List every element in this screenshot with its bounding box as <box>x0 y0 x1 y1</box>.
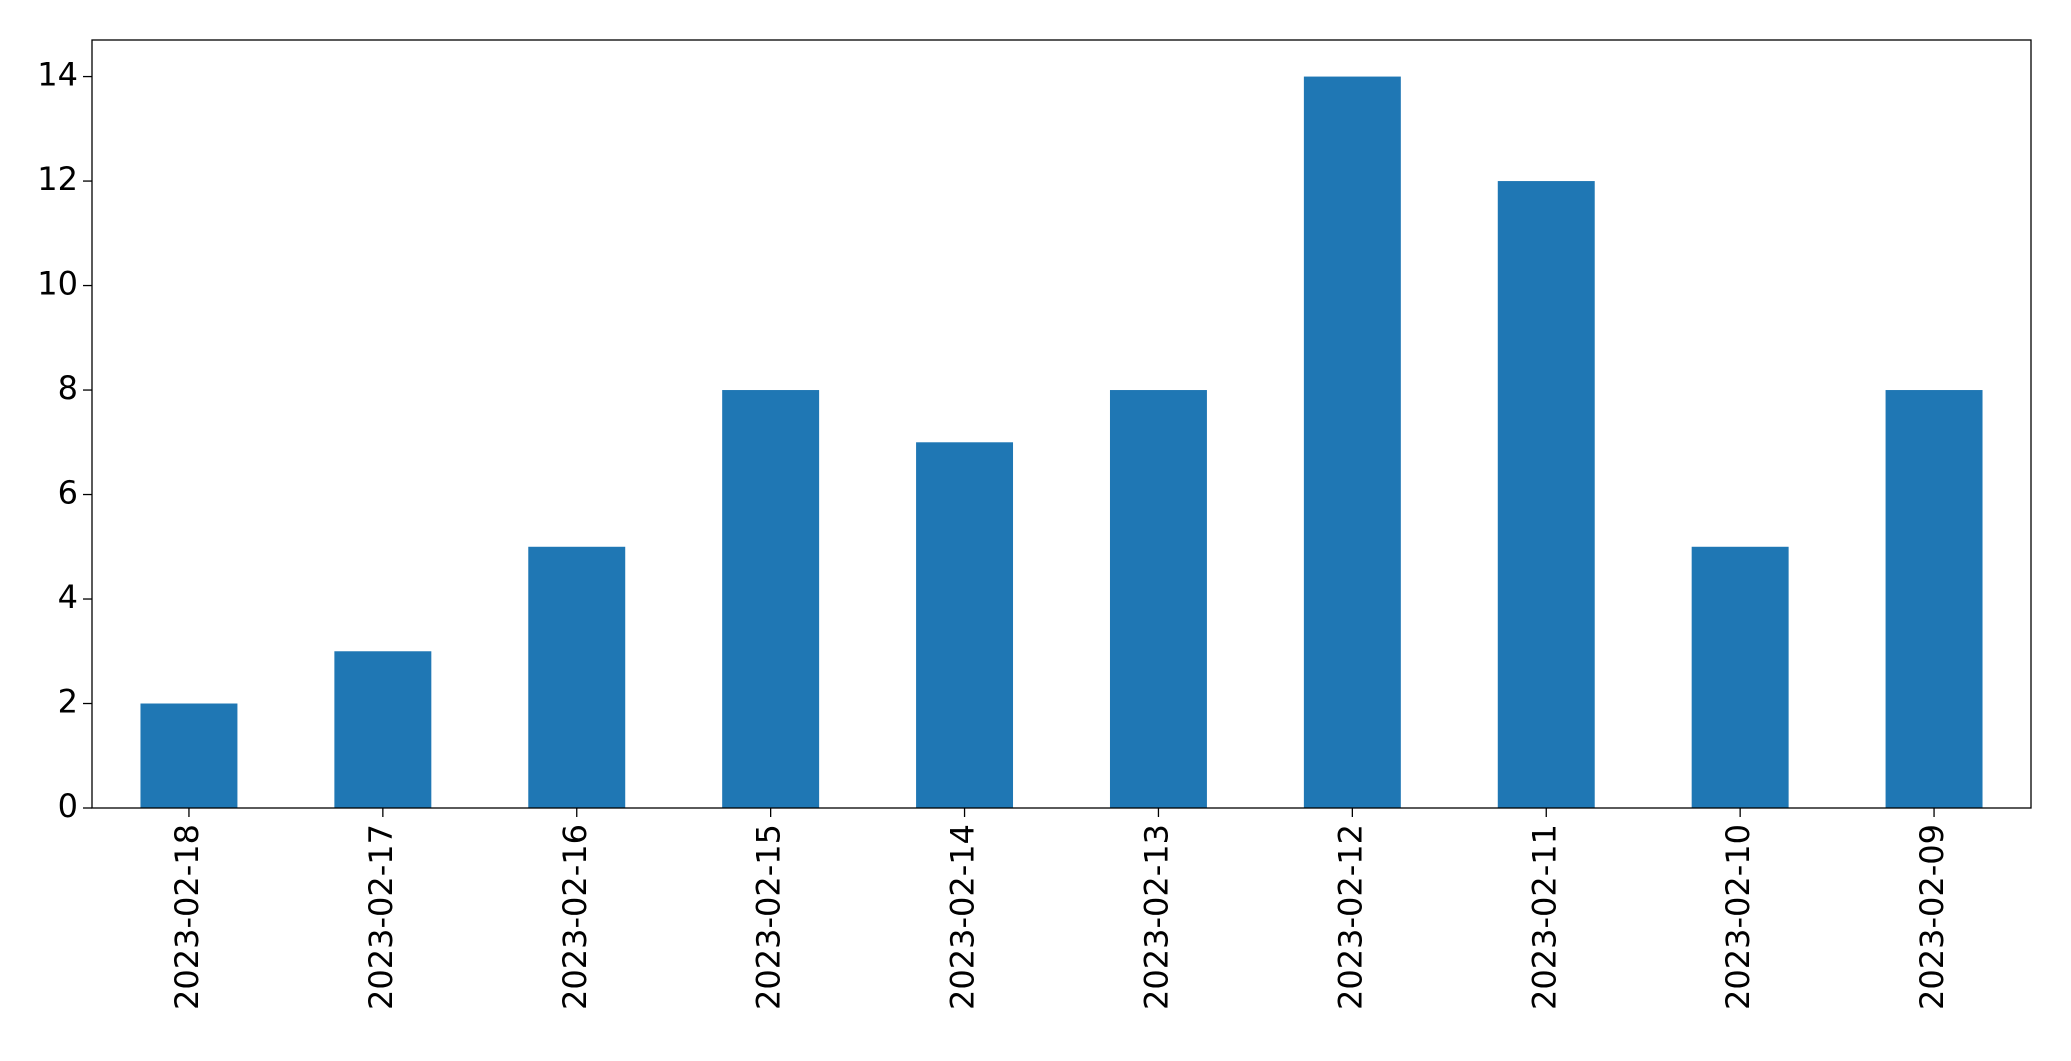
bar <box>1303 76 1401 809</box>
bar <box>722 390 820 808</box>
x-tick-label: 2023-02-09 <box>1913 824 1951 1010</box>
bar <box>1691 546 1789 808</box>
y-tick-label: 10 <box>37 265 78 303</box>
plot-frame <box>91 39 2032 809</box>
x-tick-label: 2023-02-11 <box>1525 824 1563 1010</box>
y-tick-label: 12 <box>37 160 78 198</box>
bar <box>528 546 626 808</box>
y-tick-label: 2 <box>58 683 78 721</box>
x-tick-label: 2023-02-17 <box>362 824 400 1010</box>
bar <box>916 442 1014 808</box>
x-tick-label: 2023-02-10 <box>1719 824 1757 1010</box>
bar <box>1109 390 1207 808</box>
bar <box>1497 181 1595 808</box>
x-tick-label: 2023-02-16 <box>556 824 594 1010</box>
y-tick-label: 4 <box>58 578 78 616</box>
y-tick-label: 0 <box>58 787 78 825</box>
x-tick-label: 2023-02-15 <box>750 824 788 1010</box>
bar <box>334 651 432 808</box>
bar <box>140 703 238 808</box>
x-tick-label: 2023-02-14 <box>944 824 982 1010</box>
y-tick-label: 6 <box>58 474 78 512</box>
y-tick-label: 8 <box>58 369 78 407</box>
x-tick-label: 2023-02-12 <box>1331 824 1369 1010</box>
bar <box>1885 390 1983 808</box>
x-tick-label: 2023-02-13 <box>1137 824 1175 1010</box>
y-tick-label: 14 <box>37 56 78 94</box>
x-tick-label: 2023-02-18 <box>168 824 206 1010</box>
